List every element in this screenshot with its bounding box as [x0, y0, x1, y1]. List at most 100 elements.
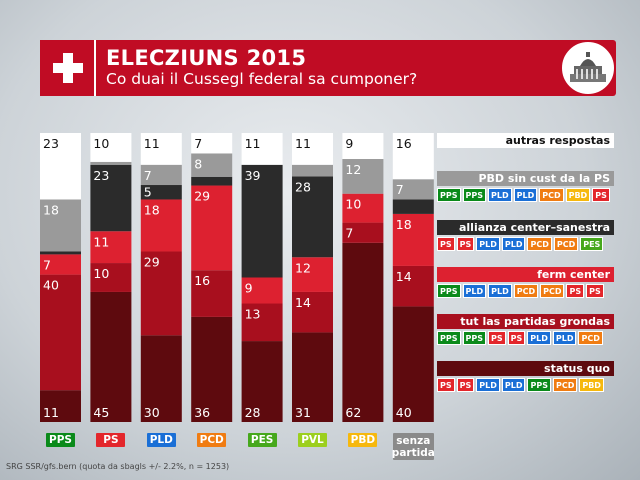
bar-senza-partida-ferm-center: [392, 213, 434, 266]
data-label: 28: [245, 405, 261, 420]
senza-partida-word: senza: [396, 434, 431, 447]
data-label: 7: [144, 168, 152, 183]
legend-allianza: allianza center–sanestra: [437, 220, 614, 235]
legend-autras: autras respostas: [437, 133, 614, 148]
bar-PLD-status-quo: [140, 335, 182, 422]
data-label: 11: [144, 136, 160, 151]
data-label: 16: [194, 273, 210, 288]
bar-PBD-ferm-center: [342, 193, 384, 223]
chip-PLD: PLD: [552, 331, 577, 345]
chip-PS: PS: [456, 237, 475, 251]
data-label: 14: [396, 269, 412, 284]
bar-senza-partida-pbd-sin-ps: [392, 179, 434, 200]
bar-PS-partidas-grondas: [90, 263, 132, 292]
bar-senza-partida-partidas-grondas: [392, 265, 434, 307]
data-label: 30: [144, 405, 160, 420]
chip-PCD: PCD: [539, 188, 564, 202]
chip-PS: PS: [437, 378, 455, 392]
bar-PS-allianza: [90, 164, 132, 232]
party-label-PCD: PCD: [197, 433, 227, 447]
chip-PS: PS: [586, 284, 604, 298]
data-label: 7: [194, 136, 202, 151]
chip-PCD: PCD: [540, 284, 565, 298]
party-label-PBD: PBD: [348, 433, 378, 447]
legend-chips-pbd_sin_ps: PPS PPS PLD PLD PCD PBD PS: [437, 188, 610, 202]
chip-PPS: PPS: [437, 284, 461, 298]
chip-PLD: PLD: [501, 237, 526, 251]
data-label: 18: [43, 202, 59, 217]
legend-chips-ferm_center: PPS PLD PLD PCD PCD PS PS: [437, 284, 604, 298]
bar-PES-status-quo: [241, 341, 283, 422]
chip-PLD: PLD: [476, 237, 500, 251]
bar-PBD-pbd-sin-ps: [342, 159, 384, 194]
federal-palace-icon: [560, 40, 616, 96]
bar-PCD-autras: [191, 133, 233, 154]
bar-PVL-allianza: [292, 176, 333, 258]
bar-PS-pbd-sin-ps: [90, 161, 132, 165]
chip-PPS: PPS: [462, 188, 486, 202]
data-label: 12: [345, 162, 361, 177]
data-label: 10: [345, 197, 361, 212]
chip-PPS: PPS: [437, 188, 461, 202]
data-label: 39: [245, 168, 261, 183]
chip-PS: PS: [456, 378, 475, 392]
chip-PCD: PCD: [513, 284, 539, 298]
chip-PPS: PPS: [527, 378, 551, 392]
bar-PVL-pbd-sin-ps: [292, 164, 333, 177]
bar-senza-partida-autras: [392, 133, 434, 180]
data-label: 28: [295, 179, 311, 194]
bar-PVL-ferm-center: [292, 257, 333, 292]
bar-PVL-autras: [292, 133, 333, 165]
party-label-PLD: PLD: [146, 433, 176, 447]
bar-PPS-status-quo: [40, 390, 81, 422]
legend-chips-allianza: PS PS PLD PLD PCD PCD PES: [437, 237, 604, 251]
data-label: 11: [245, 136, 261, 151]
header-banner: ELECZIUNS 2015 Co duai il Cussegl federa…: [40, 40, 616, 96]
chip-PS: PS: [566, 284, 585, 298]
bar-PPS-partidas-grondas: [40, 274, 81, 391]
swiss-flag-icon: [40, 40, 96, 96]
data-label: 36: [194, 405, 210, 420]
data-label: 62: [345, 405, 361, 420]
bar-PCD-pbd-sin-ps: [191, 153, 233, 177]
data-label: 12: [295, 260, 311, 275]
bar-PES-autras: [241, 133, 283, 165]
data-label: 23: [43, 136, 59, 151]
bar-PES-partidas-grondas: [241, 303, 283, 342]
senza-partida-word: partida: [391, 446, 435, 459]
bar-PLD-autras: [140, 133, 182, 165]
legend-chips-partidas_grondas: PPS PPS PS PS PLD PLD PCD: [437, 331, 603, 345]
party-label-PS: PS: [96, 433, 126, 447]
chip-PCD: PCD: [578, 331, 603, 345]
chip-PLD: PLD: [462, 284, 487, 298]
data-label: 31: [295, 405, 311, 420]
chip-PLD: PLD: [527, 331, 551, 345]
bar-senza-partida-status-quo: [392, 306, 434, 422]
chip-PLD: PLD: [488, 188, 512, 202]
chip-PCD: PCD: [527, 237, 552, 251]
bar-PVL-partidas-grondas: [292, 291, 333, 333]
bar-PCD-allianza: [191, 176, 233, 186]
party-label-senza-partida: senza partida: [391, 433, 435, 460]
bar-PVL-status-quo: [292, 332, 333, 422]
data-label: 23: [93, 168, 109, 183]
bar-PLD-pbd-sin-ps: [140, 164, 182, 186]
bar-PCD-partidas-grondas: [191, 270, 233, 317]
legend-chips-status_quo: PS PS PLD PLD PPS PCD PBD: [437, 378, 604, 392]
data-label: 13: [245, 307, 261, 322]
legend-partidas_grondas: tut las partidas grondas: [437, 314, 614, 329]
bar-PCD-status-quo: [191, 316, 233, 422]
bar-PLD-allianza: [140, 185, 182, 200]
data-label: 11: [295, 136, 311, 151]
data-label: 8: [194, 156, 202, 171]
chip-PS: PS: [488, 331, 506, 345]
legend-pbd_sin_ps: PBD sin cust da la PS: [437, 171, 614, 186]
chip-PES: PES: [580, 237, 604, 251]
data-label: 16: [396, 136, 412, 151]
chip-PS: PS: [437, 237, 455, 251]
bar-PLD-ferm-center: [140, 199, 182, 252]
source-note: SRG SSR/gfs.bern (quota da sbagls +/- 2.…: [6, 462, 230, 471]
bar-PCD-ferm-center: [191, 185, 233, 271]
data-label: 11: [93, 234, 109, 249]
